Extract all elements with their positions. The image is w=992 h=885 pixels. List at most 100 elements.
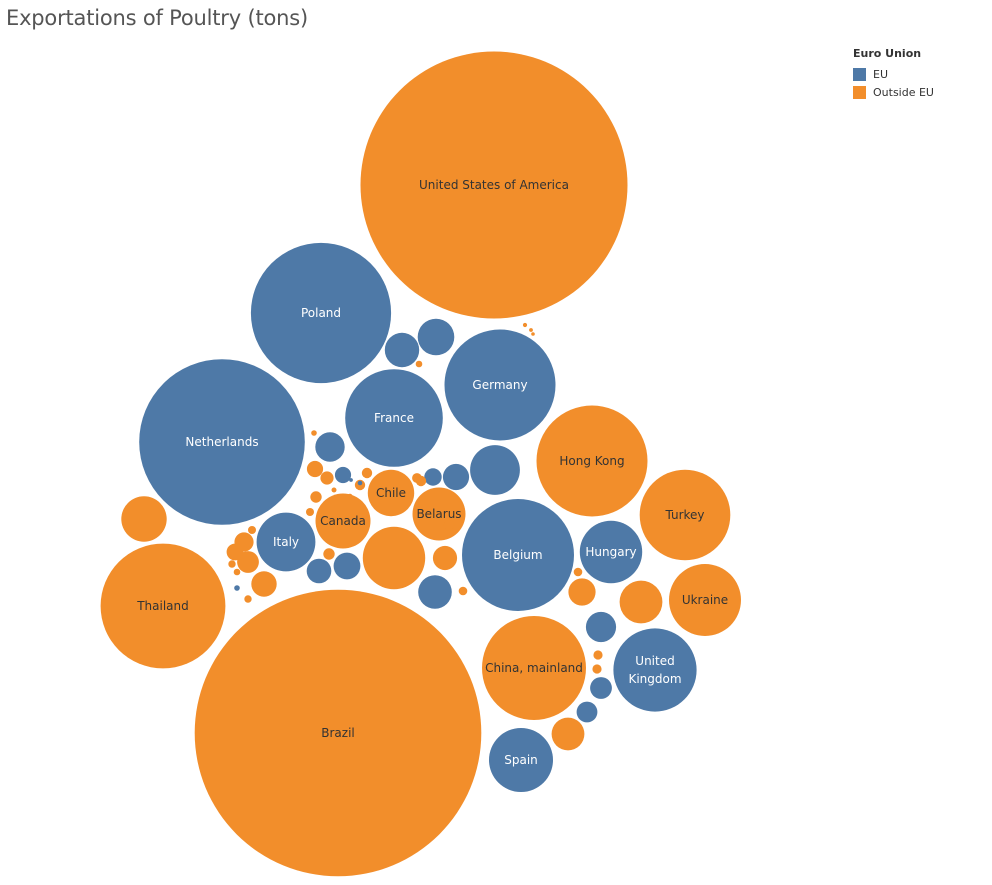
bubble-unlabeled-35[interactable] xyxy=(590,677,612,699)
bubble-belgium[interactable]: Belgium xyxy=(462,499,574,611)
bubble-unlabeled-53[interactable] xyxy=(458,586,468,596)
bubble-unlabeled-38[interactable] xyxy=(334,466,352,484)
bubble-canada[interactable]: Canada xyxy=(315,493,371,549)
bubble-circle[interactable] xyxy=(194,589,482,877)
bubble-circle[interactable] xyxy=(462,499,574,611)
bubble-circle[interactable] xyxy=(444,329,556,441)
bubble-circle[interactable] xyxy=(362,526,426,590)
bubble-circle[interactable] xyxy=(470,445,520,495)
bubble-unlabeled-32[interactable] xyxy=(568,578,596,606)
bubble-unlabeled-28[interactable] xyxy=(551,717,585,751)
bubble-unlabeled-60[interactable] xyxy=(415,360,423,368)
bubble-unlabeled-44[interactable] xyxy=(310,491,322,503)
bubble-circle[interactable] xyxy=(593,650,603,660)
bubble-brazil[interactable]: Brazil xyxy=(194,589,482,877)
bubble-chile[interactable]: Chile xyxy=(367,469,415,517)
bubble-circle[interactable] xyxy=(432,545,458,571)
bubble-unlabeled-66[interactable] xyxy=(531,332,535,336)
bubble-circle[interactable] xyxy=(418,575,452,609)
bubble-circle[interactable] xyxy=(310,491,322,503)
bubble-circle[interactable] xyxy=(311,430,317,436)
bubble-unlabeled-59[interactable] xyxy=(233,568,241,576)
bubble-circle[interactable] xyxy=(415,360,423,368)
bubble-unlabeled-62[interactable] xyxy=(331,487,337,493)
bubble-circle[interactable] xyxy=(331,487,337,493)
bubble-circle[interactable] xyxy=(250,242,392,384)
bubble-circle[interactable] xyxy=(100,543,226,669)
bubble-circle[interactable] xyxy=(551,717,585,751)
bubble-unlabeled-67[interactable] xyxy=(234,585,240,591)
bubble-circle[interactable] xyxy=(244,595,252,603)
bubble-unlabeled-58[interactable] xyxy=(244,595,252,603)
bubble-unlabeled-43[interactable] xyxy=(320,471,334,485)
bubble-united-states-of-america[interactable]: United States of America xyxy=(360,51,628,319)
bubble-circle[interactable] xyxy=(585,611,617,643)
bubble-circle[interactable] xyxy=(573,567,583,577)
bubble-unlabeled-55[interactable] xyxy=(306,508,314,516)
bubble-circle[interactable] xyxy=(412,473,422,483)
bubble-circle[interactable] xyxy=(228,560,236,568)
bubble-circle[interactable] xyxy=(384,332,420,368)
bubble-unlabeled-39[interactable] xyxy=(237,551,259,573)
bubble-unlabeled-54[interactable] xyxy=(573,567,583,577)
bubble-unlabeled-34[interactable] xyxy=(432,545,458,571)
bubble-china-mainland[interactable]: China, mainland xyxy=(482,616,586,720)
bubble-circle[interactable] xyxy=(619,580,663,624)
bubble-unlabeled-24[interactable] xyxy=(384,332,420,368)
bubble-circle[interactable] xyxy=(360,51,628,319)
bubble-circle[interactable] xyxy=(424,468,442,486)
bubble-germany[interactable]: Germany xyxy=(444,329,556,441)
bubble-unlabeled-68[interactable] xyxy=(357,480,363,486)
bubble-unlabeled-49[interactable] xyxy=(443,519,455,531)
bubble-circle[interactable] xyxy=(315,493,371,549)
legend-entry-outside-eu[interactable]: Outside EU xyxy=(853,83,934,101)
bubble-circle[interactable] xyxy=(669,564,741,636)
bubble-circle[interactable] xyxy=(592,664,602,674)
bubble-france[interactable]: France xyxy=(345,369,443,467)
bubble-belarus[interactable]: Belarus xyxy=(412,487,466,541)
bubble-circle[interactable] xyxy=(357,480,363,486)
bubble-circle[interactable] xyxy=(226,543,244,561)
bubble-circle[interactable] xyxy=(442,463,470,491)
bubble-circle[interactable] xyxy=(256,512,316,572)
bubble-circle[interactable] xyxy=(237,551,259,573)
bubble-circle[interactable] xyxy=(568,578,596,606)
bubble-unlabeled-42[interactable] xyxy=(306,460,324,478)
bubble-circle[interactable] xyxy=(613,628,697,712)
bubble-unlabeled-52[interactable] xyxy=(592,664,602,674)
bubble-circle[interactable] xyxy=(482,616,586,720)
bubble-unlabeled-51[interactable] xyxy=(593,650,603,660)
bubble-unlabeled-30[interactable] xyxy=(306,558,332,584)
bubble-unlabeled-46[interactable] xyxy=(361,467,373,479)
bubble-unlabeled-25[interactable] xyxy=(315,432,345,462)
bubble-circle[interactable] xyxy=(529,328,533,332)
legend-entry-eu[interactable]: EU xyxy=(853,65,934,83)
bubble-ukraine[interactable]: Ukraine xyxy=(669,564,741,636)
bubble-circle[interactable] xyxy=(367,469,415,517)
bubble-circle[interactable] xyxy=(412,487,466,541)
bubble-circle[interactable] xyxy=(590,677,612,699)
bubble-circle[interactable] xyxy=(536,405,648,517)
bubble-hong-kong[interactable]: Hong Kong xyxy=(536,405,648,517)
bubble-poland[interactable]: Poland xyxy=(250,242,392,384)
bubble-unlabeled-26[interactable] xyxy=(418,575,452,609)
bubble-unlabeled-19[interactable] xyxy=(362,526,426,590)
bubble-unlabeled-31[interactable] xyxy=(442,463,470,491)
bubble-unlabeled-45[interactable] xyxy=(323,548,335,560)
bubble-circle[interactable] xyxy=(345,369,443,467)
bubble-unlabeled-57[interactable] xyxy=(228,560,236,568)
bubble-thailand[interactable]: Thailand xyxy=(100,543,226,669)
bubble-circle[interactable] xyxy=(306,508,314,516)
bubble-unlabeled-22[interactable] xyxy=(619,580,663,624)
bubble-circle[interactable] xyxy=(347,493,353,499)
bubble-circle[interactable] xyxy=(320,471,334,485)
bubble-circle[interactable] xyxy=(251,571,277,597)
bubble-circle[interactable] xyxy=(576,701,598,723)
bubble-circle[interactable] xyxy=(579,520,643,584)
bubble-circle[interactable] xyxy=(458,586,468,596)
bubble-unlabeled-36[interactable] xyxy=(576,701,598,723)
bubble-unlabeled-64[interactable] xyxy=(522,322,528,328)
bubble-circle[interactable] xyxy=(522,322,528,328)
bubble-unlabeled-65[interactable] xyxy=(529,328,533,332)
bubble-circle[interactable] xyxy=(443,519,455,531)
